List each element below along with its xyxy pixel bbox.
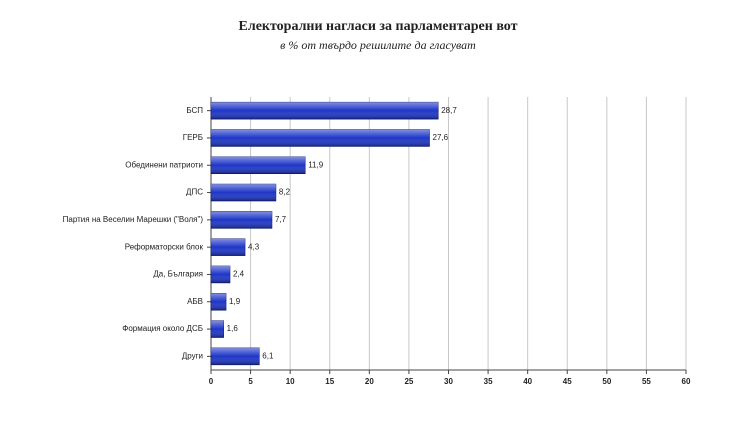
bar [210,347,260,366]
bar [210,238,246,256]
y-tick-label: Партия на Веселин Марешки ("Воля") [63,215,204,224]
x-tick-label: 40 [523,377,532,386]
bar [210,265,231,284]
bar [210,129,430,147]
y-tick-label: БСП [186,106,203,115]
value-label: 2,4 [233,270,245,279]
bar [210,211,273,229]
value-label: 4,3 [248,242,260,251]
x-tick-label: 0 [209,377,214,386]
y-tick-label: Реформаторски блок [125,242,204,251]
value-label: 1,6 [227,324,239,333]
x-tick-label: 35 [484,377,493,386]
value-label: 7,7 [275,215,287,224]
value-label: 8,2 [279,188,291,197]
x-tick-label: 50 [602,377,611,386]
value-label: 11,9 [308,160,324,169]
value-label: 27,6 [433,133,449,142]
chart-title: Електорални нагласи за парламентарен вот [239,19,518,34]
x-tick-label: 5 [248,377,253,386]
value-label: 1,9 [229,297,241,306]
y-tick-label: ДПС [186,188,203,197]
bar [210,156,306,175]
x-tick-label: 45 [563,377,572,386]
x-tick-label: 10 [286,377,295,386]
value-label: 6,1 [262,351,274,360]
x-tick-label: 25 [404,377,413,386]
x-tick-label: 55 [642,377,651,386]
chart-subtitle: в % от твърдо решилите да гласуват [280,38,476,52]
y-tick-label: Други [182,351,203,360]
bar [210,292,227,311]
x-tick-label: 15 [325,377,334,386]
y-tick-label: АБВ [187,297,203,306]
y-tick-label: Обединени патриоти [125,160,203,169]
y-tick-label: ГЕРБ [183,133,203,142]
bar [210,183,277,202]
x-tick-label: 60 [682,377,691,386]
y-tick-label: Формация около ДСБ [122,324,203,333]
value-label: 28,7 [441,106,457,115]
x-tick-label: 30 [444,377,453,386]
y-tick-label: Да, България [153,270,203,279]
bar [210,101,439,120]
x-tick-label: 20 [365,377,374,386]
bar [210,320,224,338]
